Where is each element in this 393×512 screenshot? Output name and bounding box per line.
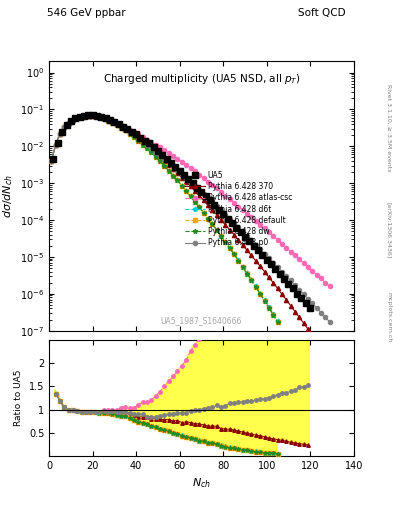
X-axis label: $N_{ch}$: $N_{ch}$ [192,476,211,490]
Pythia 6.428 370 [319,345,323,351]
Pythia 6.428 dw [227,245,232,251]
Line: Pythia 6.428 370: Pythia 6.428 370 [49,114,323,350]
UA5 [51,156,56,162]
UA5 [86,112,91,118]
Pythia 6.428 370 [314,338,319,344]
Pythia 6.428 dw [197,204,202,210]
Pythia 6.428 p0 [319,309,323,315]
Pythia 6.428 atlas-csc [293,252,298,259]
Pythia 6.428 p0 [49,158,54,164]
Pythia 6.428 d6t [114,122,119,128]
Text: Rivet 3.1.10, ≥ 3.5M events: Rivet 3.1.10, ≥ 3.5M events [386,84,391,172]
Pythia 6.428 dw [275,319,280,325]
UA5 [121,123,125,130]
Pythia 6.428 p0 [88,113,93,119]
Pythia 6.428 default [49,158,54,164]
Pythia 6.428 p0 [327,319,332,325]
Pythia 6.428 atlas-csc [49,158,54,164]
Pythia 6.428 dw [184,188,189,194]
Pythia 6.428 dw [49,158,54,164]
Pythia 6.428 atlas-csc [171,153,176,159]
Pythia 6.428 default [188,193,193,199]
Pythia 6.428 d6t [275,318,280,324]
UA5 [129,129,134,135]
Pythia 6.428 atlas-csc [88,113,93,119]
Y-axis label: Ratio to UA5: Ratio to UA5 [14,370,23,426]
Text: [arXiv:1306.3436]: [arXiv:1306.3436] [386,202,391,259]
Pythia 6.428 d6t [253,283,258,289]
Y-axis label: $d\sigma/dN_{ch}$: $d\sigma/dN_{ch}$ [1,174,15,218]
Pythia 6.428 d6t [49,158,54,164]
Pythia 6.428 370 [188,183,193,189]
Text: mcplots.cern.ch: mcplots.cern.ch [386,292,391,343]
UA5 [217,207,221,213]
UA5 [143,138,147,144]
Line: UA5: UA5 [51,112,313,311]
Pythia 6.428 d6t [188,193,193,199]
Pythia 6.428 370 [49,158,54,164]
Pythia 6.428 atlas-csc [319,275,323,282]
Pythia 6.428 p0 [119,123,123,130]
Pythia 6.428 default [88,113,93,119]
Text: 546 GeV ppbar: 546 GeV ppbar [47,8,126,18]
Pythia 6.428 d6t [227,244,232,250]
UA5 [138,135,143,141]
Pythia 6.428 p0 [197,186,202,193]
Line: Pythia 6.428 d6t: Pythia 6.428 d6t [49,114,280,324]
Pythia 6.428 atlas-csc [327,283,332,289]
Pythia 6.428 370 [88,113,93,119]
Text: Soft QCD: Soft QCD [298,8,346,18]
Pythia 6.428 370 [136,136,141,142]
Pythia 6.428 p0 [293,282,298,288]
Pythia 6.428 d6t [88,113,93,119]
Pythia 6.428 atlas-csc [136,132,141,138]
Pythia 6.428 d6t [184,188,189,194]
Pythia 6.428 p0 [171,163,176,169]
Line: Pythia 6.428 atlas-csc: Pythia 6.428 atlas-csc [49,114,332,288]
Pythia 6.428 default [253,284,258,290]
Legend: UA5, Pythia 6.428 370, Pythia 6.428 atlas-csc, Pythia 6.428 d6t, Pythia 6.428 de: UA5, Pythia 6.428 370, Pythia 6.428 atla… [182,167,295,250]
Line: Pythia 6.428 dw: Pythia 6.428 dw [49,114,280,325]
Line: Pythia 6.428 p0: Pythia 6.428 p0 [49,114,332,324]
Pythia 6.428 370 [127,129,132,135]
Line: Pythia 6.428 default: Pythia 6.428 default [49,114,280,324]
Pythia 6.428 d6t [197,204,202,210]
Pythia 6.428 default [114,122,119,128]
Text: UA5_1987_S1640666: UA5_1987_S1640666 [161,316,242,325]
Pythia 6.428 370 [180,175,184,181]
Text: Charged multiplicity (UA5 NSD, all $p_T$): Charged multiplicity (UA5 NSD, all $p_T$… [103,72,300,86]
Pythia 6.428 dw [88,113,93,119]
Pythia 6.428 dw [114,122,119,128]
Pythia 6.428 p0 [136,135,141,141]
Pythia 6.428 dw [188,193,193,199]
Pythia 6.428 atlas-csc [119,122,123,128]
UA5 [308,305,312,311]
UA5 [99,114,104,120]
Pythia 6.428 atlas-csc [197,172,202,178]
Pythia 6.428 default [227,245,232,251]
Pythia 6.428 default [275,319,280,325]
Pythia 6.428 dw [253,284,258,290]
Pythia 6.428 default [184,188,189,194]
Pythia 6.428 default [197,204,202,210]
Pythia 6.428 370 [241,242,245,248]
